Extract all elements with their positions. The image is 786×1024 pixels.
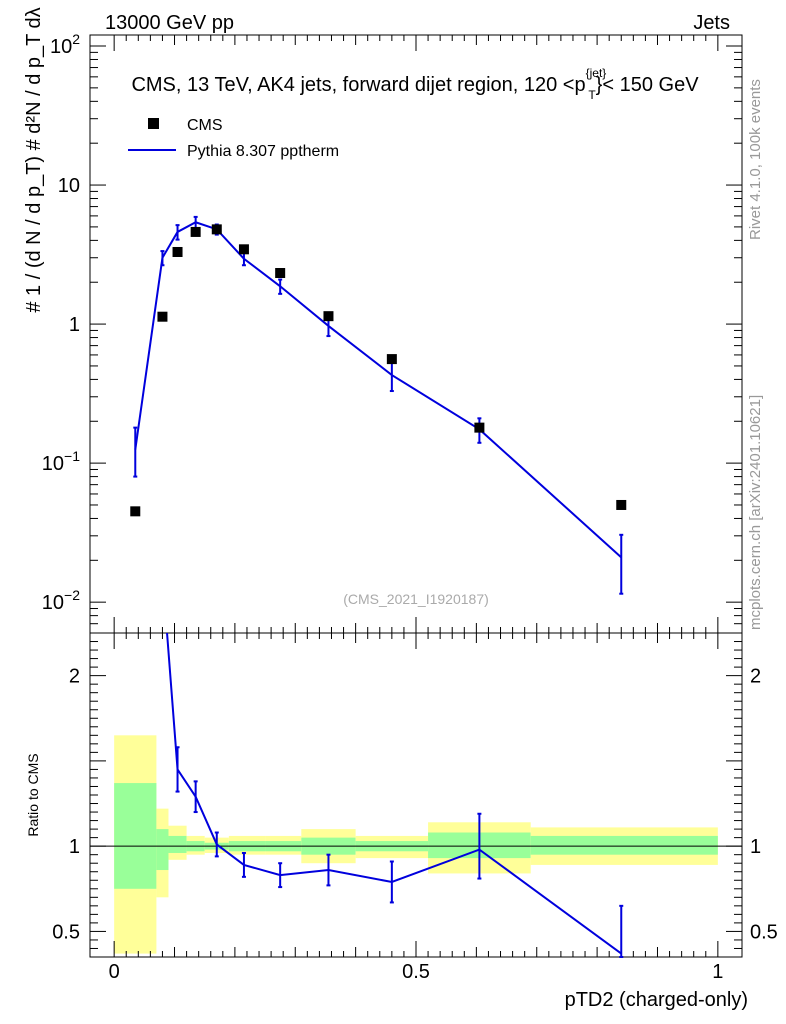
rivet-side-label: Rivet 4.1.0, 100k events	[747, 79, 764, 240]
main-panel: 10−2 10−1 1 10 102	[42, 31, 743, 649]
legend-cms-marker	[148, 118, 159, 129]
cms-data-point	[386, 354, 397, 365]
ratio-y-tick-label-right: 0.5	[750, 921, 778, 943]
process-label: Jets	[693, 12, 730, 34]
ratio-frame	[89, 632, 743, 958]
energy-label: 13000 GeV pp	[105, 12, 234, 34]
cms-data-point	[616, 499, 627, 510]
y-tick-label: 10−1	[42, 448, 80, 475]
main-title-text: CMS, 13 TeV, AK4 jets, forward dijet reg…	[131, 74, 585, 96]
y-tick-label: 10	[58, 175, 80, 197]
legend-cms-label: CMS	[187, 117, 223, 134]
mcplots-side-label: mcplots.cern.ch [arXiv:2401.10621]	[747, 395, 764, 630]
ratio-band-green	[530, 835, 718, 855]
svg-text:Ratio to CMS: Ratio to CMS	[25, 753, 41, 836]
main-ylabel: # 1 / (d N / d p_T) # d²N / d p_T dλ	[23, 7, 45, 312]
x-axis-label: pTD2 (charged-only)	[565, 989, 748, 1011]
ratio-y-tick-label: 0.5	[52, 921, 80, 943]
main-title-end: }< 150 GeV	[596, 74, 700, 96]
ratio-y-tick-label-right: 1	[750, 836, 761, 858]
y-tick-label: 1	[69, 314, 80, 336]
ratio-y-tick-label: 2	[69, 666, 80, 688]
ratio-pythia-line	[166, 633, 622, 955]
analysis-watermark: (CMS_2021_I1920187)	[343, 591, 489, 607]
svg-text:Rivet 4.1.0, 100k events: Rivet 4.1.0, 100k events	[747, 79, 764, 240]
x-tick-label: 0.5	[402, 961, 430, 983]
svg-text:# 1 / (d N / d p_T) # d²N /: # 1 / (d N / d p_T) # d²N / d p_T dλ	[23, 7, 45, 312]
cms-data-point	[275, 268, 286, 279]
main-title-sup: {jet}	[586, 66, 607, 80]
y-tick-label: 10−2	[42, 587, 80, 614]
x-tick-label: 1	[712, 961, 723, 983]
cms-data-point	[172, 246, 183, 257]
ratio-band-green	[168, 835, 187, 853]
cms-data-point	[190, 226, 201, 237]
cms-data-point	[323, 311, 334, 322]
main-title-sub: T	[588, 88, 596, 102]
ratio-band-green	[156, 829, 169, 871]
cms-data-point	[238, 244, 249, 255]
legend-pythia-label: Pythia 8.307 pptherm	[187, 143, 339, 160]
cms-data-point	[157, 311, 168, 322]
pythia-line	[134, 221, 622, 559]
main-title: CMS, 13 TeV, AK4 jets, forward dijet reg…	[131, 66, 699, 102]
ratio-y-tick-label: 1	[69, 836, 80, 858]
svg-text:mcplots.cern.ch [arXiv:2401.10: mcplots.cern.ch [arXiv:2401.10621]	[747, 395, 764, 630]
ratio-band-green	[114, 783, 157, 889]
ratio-panel: 0 0.5 1 0.5 0.5 1 1 2 2	[52, 632, 778, 983]
y-tick-label: 102	[50, 31, 80, 58]
x-tick-label: 0	[109, 961, 120, 983]
ratio-y-tick-label-right: 2	[750, 666, 761, 688]
cms-data-point	[474, 422, 485, 433]
cms-data-point	[130, 506, 141, 517]
cms-data-point	[211, 224, 222, 235]
ratio-ylabel: Ratio to CMS	[25, 753, 41, 836]
